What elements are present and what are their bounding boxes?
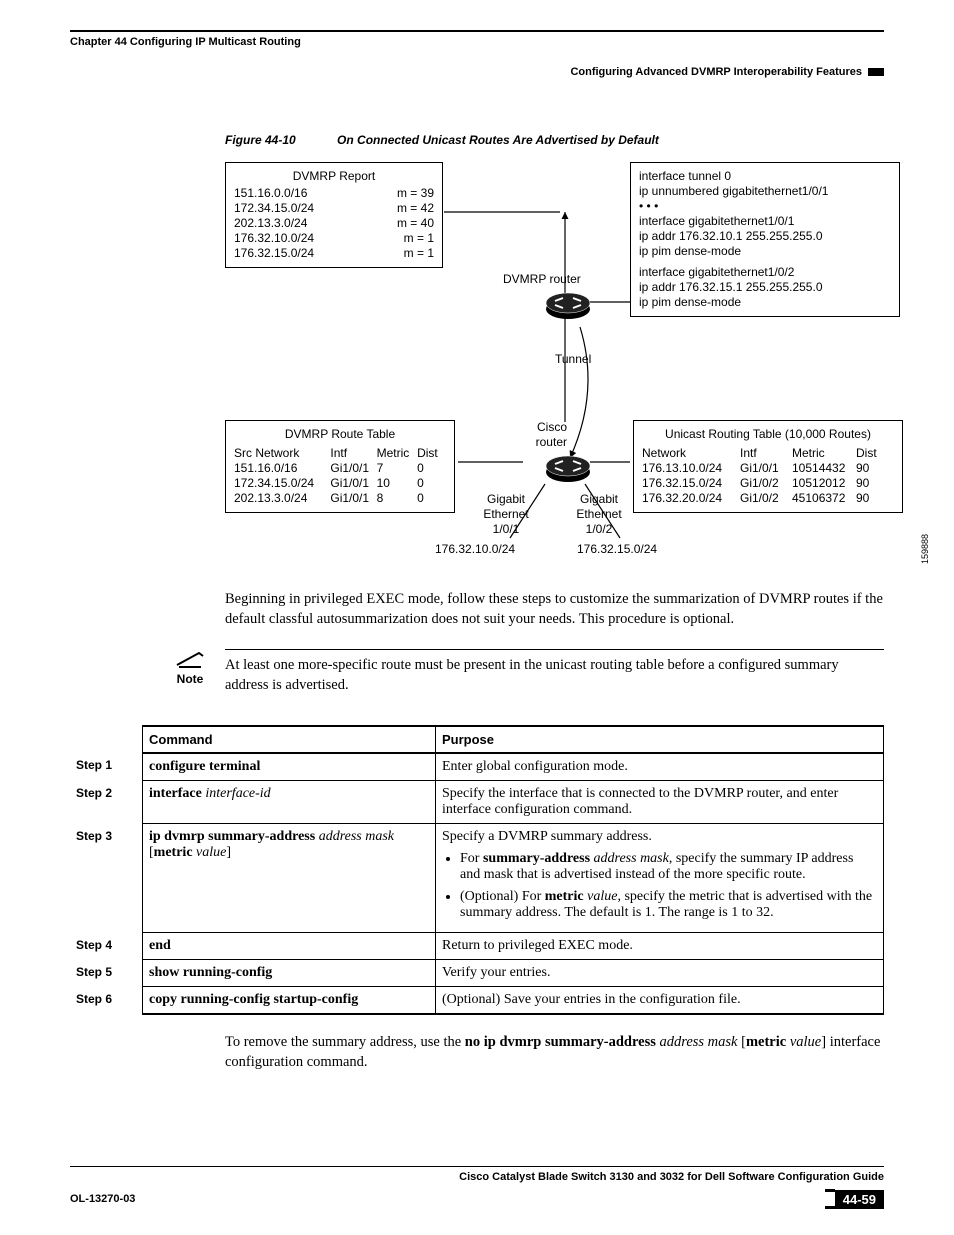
label-cisco: Cisco router — [525, 420, 567, 450]
table-row: 176.32.20.0/24Gi1/0/24510637290 — [642, 491, 894, 506]
label-ge2: Gigabit Ethernet 1/0/2 — [573, 492, 625, 537]
table-row: 176.32.10.0/24m = 1 — [234, 231, 434, 246]
table-row: Step 2 interface interface-id Specify th… — [70, 781, 884, 824]
purpose-cell: Specify a DVMRP summary address. For sum… — [436, 824, 884, 933]
note-block: Note At least one more-specific route mu… — [170, 649, 884, 695]
table-row: 202.13.3.0/24Gi1/0/180 — [234, 491, 446, 506]
note-icon: Note — [170, 649, 210, 687]
router-icon — [543, 450, 593, 485]
purpose-cell: (Optional) Save your entries in the conf… — [436, 987, 884, 1015]
page-number: 44-59 — [825, 1189, 884, 1209]
command-cell: ip dvmrp summary-address address mask [m… — [143, 824, 436, 933]
dvmrp-route-table-box: DVMRP Route Table Src Network Intf Metri… — [225, 420, 455, 513]
table-row: Step 1 configure terminal Enter global c… — [70, 753, 884, 781]
steps-table: Command Purpose Step 1 configure termina… — [70, 725, 884, 1015]
footer-doc-id: OL-13270-03 — [70, 1193, 135, 1205]
dvmrp-report-box: DVMRP Report 151.16.0.0/16m = 39 172.34.… — [225, 162, 443, 268]
label-net1: 176.32.10.0/24 — [435, 542, 515, 557]
figure-caption: Figure 44-10 On Connected Unicast Routes… — [225, 133, 884, 147]
figure-area: DVMRP Report 151.16.0.0/16m = 39 172.34.… — [225, 162, 925, 562]
command-cell: copy running-config startup-config — [143, 987, 436, 1015]
table-row: Src Network Intf Metric Dist — [234, 446, 446, 461]
table-row: Network Intf Metric Dist — [642, 446, 894, 461]
table-row: 172.34.15.0/24Gi1/0/1100 — [234, 476, 446, 491]
command-cell: end — [143, 933, 436, 960]
table-row: 172.34.15.0/24m = 42 — [234, 201, 434, 216]
label-dvmrp-router: DVMRP router — [503, 272, 581, 287]
body-paragraph: Beginning in privileged EXEC mode, follo… — [225, 590, 884, 629]
top-rule — [70, 30, 884, 32]
config-box: interface tunnel 0 ip unnumbered gigabit… — [630, 162, 900, 317]
label-tunnel: Tunnel — [555, 352, 591, 367]
command-cell: show running-config — [143, 960, 436, 987]
purpose-header: Purpose — [436, 726, 884, 753]
figure-number: Figure 44-10 — [225, 133, 296, 147]
table-row: Command Purpose — [70, 726, 884, 753]
label-net2: 176.32.15.0/24 — [577, 542, 657, 557]
closing-paragraph: To remove the summary address, use the n… — [225, 1033, 884, 1072]
chapter-line: Chapter 44 Configuring IP Multicast Rout… — [70, 36, 884, 48]
list-item: For summary-address address mask, specif… — [460, 851, 877, 883]
dvmrp-route-title: DVMRP Route Table — [234, 427, 446, 442]
command-header: Command — [143, 726, 436, 753]
step-label: Step 2 — [70, 781, 143, 824]
footer: Cisco Catalyst Blade Switch 3130 and 303… — [70, 1166, 884, 1209]
purpose-cell: Specify the interface that is connected … — [436, 781, 884, 824]
breadcrumb-line: Configuring Advanced DVMRP Interoperabil… — [70, 66, 884, 78]
table-row: 176.13.10.0/24Gi1/0/11051443290 — [642, 461, 894, 476]
table-row: 151.16.0.0/16m = 39 — [234, 186, 434, 201]
command-cell: configure terminal — [143, 753, 436, 781]
table-row: 202.13.3.0/24m = 40 — [234, 216, 434, 231]
step-label: Step 3 — [70, 824, 143, 933]
page: Chapter 44 Configuring IP Multicast Rout… — [0, 0, 954, 1235]
unicast-title: Unicast Routing Table (10,000 Routes) — [642, 427, 894, 442]
unicast-table-box: Unicast Routing Table (10,000 Routes) Ne… — [633, 420, 903, 513]
router-icon — [543, 287, 593, 322]
purpose-cell: Verify your entries. — [436, 960, 884, 987]
figure-title: On Connected Unicast Routes Are Advertis… — [337, 133, 659, 147]
purpose-cell: Return to privileged EXEC mode. — [436, 933, 884, 960]
table-row: Step 4 end Return to privileged EXEC mod… — [70, 933, 884, 960]
table-row: Step 6 copy running-config startup-confi… — [70, 987, 884, 1015]
purpose-cell: Enter global configuration mode. — [436, 753, 884, 781]
table-row: Step 5 show running-config Verify your e… — [70, 960, 884, 987]
step-label: Step 5 — [70, 960, 143, 987]
table-row: 176.32.15.0/24m = 1 — [234, 246, 434, 261]
figure-id: 159888 — [920, 534, 931, 564]
note-text: At least one more-specific route must be… — [225, 649, 884, 695]
label-ge1: Gigabit Ethernet 1/0/1 — [480, 492, 532, 537]
step-label: Step 1 — [70, 753, 143, 781]
list-item: (Optional) For metric value, specify the… — [460, 889, 877, 921]
note-label: Note — [170, 671, 210, 687]
table-row: 176.32.15.0/24Gi1/0/21051201290 — [642, 476, 894, 491]
dvmrp-report-title: DVMRP Report — [234, 169, 434, 184]
table-row: 151.16.0/16Gi1/0/170 — [234, 461, 446, 476]
step-label: Step 6 — [70, 987, 143, 1015]
command-cell: interface interface-id — [143, 781, 436, 824]
table-row: Step 3 ip dvmrp summary-address address … — [70, 824, 884, 933]
footer-title: Cisco Catalyst Blade Switch 3130 and 303… — [70, 1171, 884, 1183]
step-label: Step 4 — [70, 933, 143, 960]
